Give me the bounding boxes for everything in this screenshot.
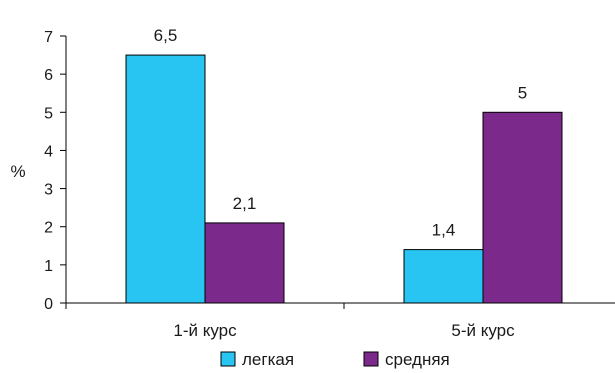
- bar-value-label: 6,5: [154, 26, 178, 45]
- bar: [403, 249, 484, 304]
- bar: [204, 222, 285, 304]
- y-tick-label: 2: [44, 220, 53, 237]
- bar: [482, 111, 563, 304]
- legend-label: средняя: [385, 350, 450, 369]
- y-tick-label: 4: [44, 143, 53, 160]
- y-axis-title: %: [10, 162, 25, 181]
- y-tick-label: 1: [44, 258, 53, 275]
- bar: [125, 54, 206, 304]
- legend: легкая средняя: [220, 350, 450, 369]
- data-labels-group: 6,5 2,1 1,4 5: [154, 26, 528, 240]
- bar-value-label: 5: [518, 83, 527, 102]
- bars-group: [125, 54, 563, 304]
- legend-swatch: [363, 351, 379, 367]
- y-tick-label: 3: [44, 182, 53, 199]
- legend-swatch: [220, 351, 236, 367]
- y-tick-label: 5: [44, 105, 53, 122]
- legend-label: легкая: [242, 350, 294, 369]
- y-tick-label: 6: [44, 67, 53, 84]
- bar-value-label: 2,1: [233, 194, 257, 213]
- category-label: 5-й курс: [451, 321, 515, 340]
- bar-value-label: 1,4: [432, 221, 456, 240]
- y-axis: 0 1 2 3 4 5 6 7: [44, 29, 67, 313]
- x-axis: 1-й курс 5-й курс: [65, 302, 615, 340]
- y-tick-label: 7: [44, 29, 53, 46]
- category-label: 1-й курс: [173, 321, 237, 340]
- y-tick-label: 0: [44, 296, 53, 313]
